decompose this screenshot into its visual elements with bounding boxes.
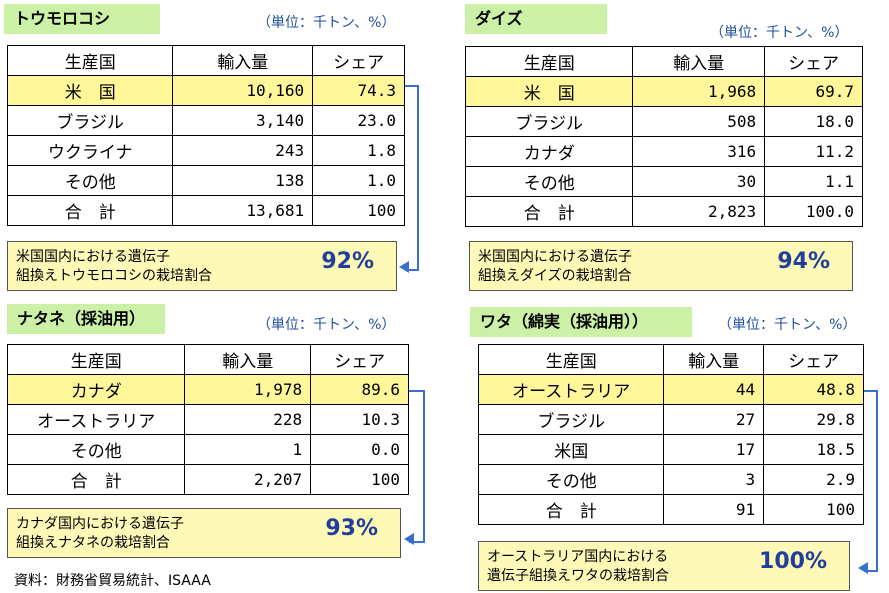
table-row: ブラジル 508 18.0 — [464, 106, 863, 137]
table-row: 合 計 2,207 100 — [6, 464, 409, 495]
source-note: 資料：財務省貿易統計、ISAAA — [14, 573, 211, 589]
col-header-country: 生産国 — [477, 344, 665, 375]
panel-title-cotton: ワタ（綿実（採油用）） — [470, 307, 692, 337]
col-header-amount: 輸入量 — [663, 344, 765, 375]
table-row: その他 138 1.0 — [6, 165, 405, 196]
table-row: オーストラリア 44 48.8 — [477, 374, 864, 405]
arrow-left-icon — [399, 261, 409, 273]
col-header-share: シェア — [764, 46, 863, 77]
unit-label: （単位：千トン、%） — [718, 317, 857, 333]
table-row: 合 計 13,681 100 — [6, 195, 405, 226]
table-row: 米 国 1,968 69.7 — [464, 76, 863, 107]
col-header-amount: 輸入量 — [172, 45, 314, 76]
table-row: カナダ 316 11.2 — [464, 136, 863, 167]
unit-label: （単位：千トン、%） — [710, 25, 849, 41]
note-percentage: 93% — [325, 516, 378, 541]
soybean-import-table: 生産国 輸入量 シェア 米 国 1,968 69.7 ブラジル 508 18.0 カナダ 31… — [464, 46, 863, 227]
gm-ratio-note: 米国国内における遺伝子 組換えダイズの栽培割合 94% — [469, 241, 853, 291]
connector-line — [409, 390, 425, 543]
col-header-country: 生産国 — [6, 45, 174, 76]
panel-title-corn: トウモロコシ — [4, 4, 160, 34]
table-row: その他 30 1.1 — [464, 166, 863, 197]
note-percentage: 92% — [321, 249, 374, 274]
cotton-import-table: 生産国 輸入量 シェア オーストラリア 44 48.8 ブラジル 27 29.8 米国 17 1… — [477, 344, 864, 525]
arrow-left-icon — [858, 562, 868, 574]
note-text: 米国国内における遺伝子 組換えトウモロコシの栽培割合 — [16, 249, 212, 284]
col-header-amount: 輸入量 — [632, 46, 766, 77]
gm-ratio-note: オーストラリア国内における 遺伝子組換えワタの栽培割合 100% — [478, 541, 850, 591]
table-row: オーストラリア 228 10.3 — [6, 404, 409, 435]
col-header-share: シェア — [312, 45, 405, 76]
col-header-share: シェア — [763, 344, 864, 375]
note-text: オーストラリア国内における 遺伝子組換えワタの栽培割合 — [487, 549, 669, 584]
col-header-country: 生産国 — [464, 46, 634, 77]
table-row: 合 計 2,823 100.0 — [464, 196, 863, 227]
table-row: その他 3 2.9 — [477, 464, 864, 495]
gm-ratio-note: 米国国内における遺伝子 組換えトウモロコシの栽培割合 92% — [7, 241, 397, 291]
table-row: その他 1 0.0 — [6, 434, 409, 465]
col-header-country: 生産国 — [6, 344, 186, 375]
table-row: 合 計 91 100 — [477, 494, 864, 525]
gm-ratio-note: カナダ国内における遺伝子 組換えナタネの栽培割合 93% — [7, 508, 401, 558]
note-percentage: 94% — [777, 249, 830, 274]
table-row: ウクライナ 243 1.8 — [6, 135, 405, 166]
corn-import-table: 生産国 輸入量 シェア 米 国 10,160 74.3 ブラジル 3,140 23.0 ウク… — [6, 45, 405, 226]
rapeseed-import-table: 生産国 輸入量 シェア カナダ 1,978 89.6 オーストラリア 228 10.3 その… — [6, 344, 409, 495]
panel-title-rapeseed: ナタネ（採油用） — [7, 304, 165, 334]
connector-line — [405, 85, 419, 271]
panel-title-soybean: ダイズ — [465, 4, 607, 34]
table-row: 米 国 10,160 74.3 — [6, 75, 405, 106]
arrow-left-icon — [404, 533, 414, 545]
col-header-amount: 輸入量 — [184, 344, 312, 375]
note-percentage: 100% — [759, 549, 827, 574]
unit-label: （単位：千トン、%） — [257, 15, 396, 31]
unit-label: （単位：千トン、%） — [257, 317, 396, 333]
note-text: カナダ国内における遺伝子 組換えナタネの栽培割合 — [16, 516, 184, 551]
table-row: ブラジル 3,140 23.0 — [6, 105, 405, 136]
table-row: カナダ 1,978 89.6 — [6, 374, 409, 405]
note-text: 米国国内における遺伝子 組換えダイズの栽培割合 — [478, 249, 632, 284]
table-row: ブラジル 27 29.8 — [477, 404, 864, 435]
table-row: 米国 17 18.5 — [477, 434, 864, 465]
connector-line — [864, 390, 878, 572]
col-header-share: シェア — [310, 344, 409, 375]
